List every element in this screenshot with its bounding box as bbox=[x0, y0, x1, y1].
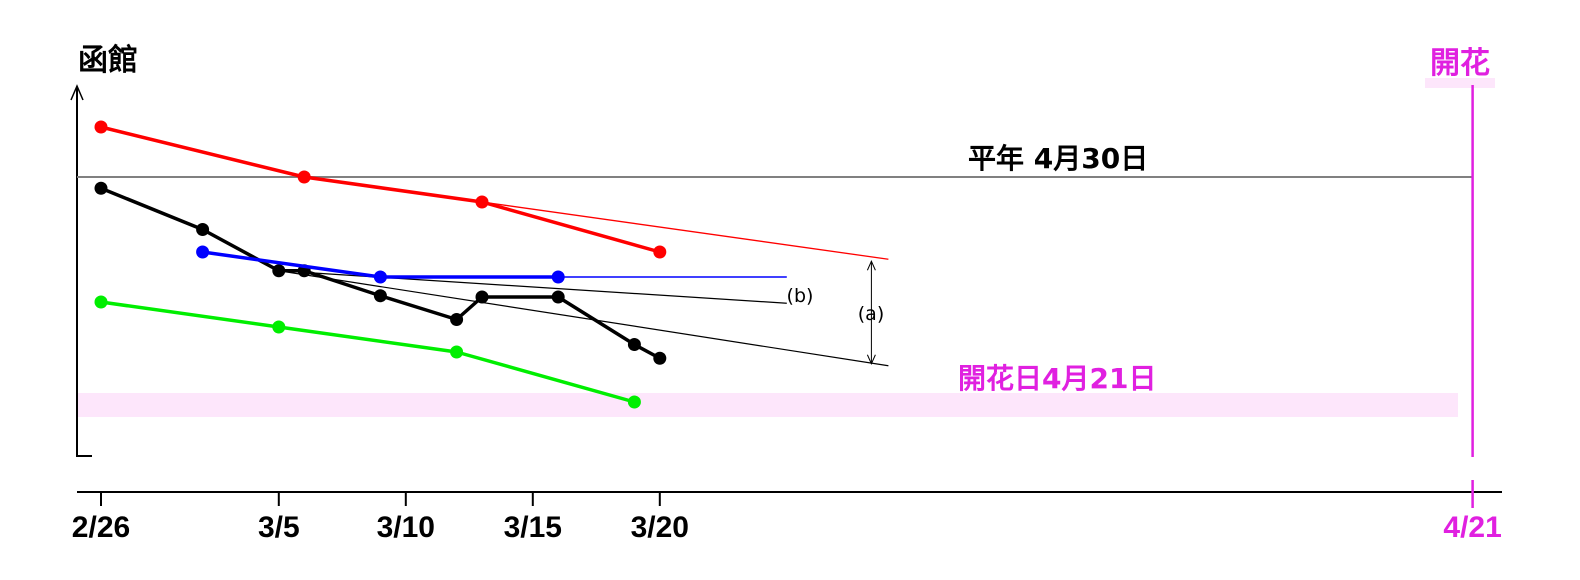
black-point-5 bbox=[373, 289, 387, 303]
normal-date-label: 平年 4月30日 bbox=[968, 142, 1148, 175]
black-point-2 bbox=[196, 223, 210, 236]
annotation-a: (a) bbox=[858, 303, 884, 325]
green-point-1 bbox=[94, 295, 108, 309]
bloom-band bbox=[78, 393, 1458, 417]
blue-point-2 bbox=[373, 270, 387, 284]
annotation-b: (b) bbox=[787, 285, 814, 307]
x-tick-label: 3/10 bbox=[377, 511, 435, 544]
chart-title: 函館 bbox=[78, 43, 138, 78]
x-tick-label-bloom: 4/21 bbox=[1443, 511, 1501, 544]
bloom-marker-highlight bbox=[1425, 78, 1495, 88]
bloom-marker-label: 開花 bbox=[1430, 46, 1490, 81]
black-point-1 bbox=[94, 181, 108, 195]
y-axis-arrow bbox=[70, 84, 84, 101]
black-point-3 bbox=[272, 264, 286, 278]
green-series-line bbox=[100, 300, 635, 404]
red-point-4 bbox=[653, 245, 667, 259]
blue-point-1 bbox=[196, 245, 210, 259]
black-point-6 bbox=[450, 313, 464, 326]
bloom-date-label: 開花日4月21日 bbox=[958, 362, 1156, 395]
black-point-10 bbox=[653, 351, 667, 365]
red-point-2 bbox=[297, 170, 311, 184]
black-point-7 bbox=[475, 290, 489, 304]
green-point-3 bbox=[450, 345, 464, 359]
red-point-3 bbox=[475, 195, 489, 209]
gap-arrow-head-bottom bbox=[866, 354, 876, 365]
red-point-1 bbox=[94, 120, 108, 134]
black-series-line bbox=[100, 186, 661, 360]
black-point-9 bbox=[627, 338, 641, 351]
black-trend-line-a bbox=[278, 270, 889, 367]
gap-arrow-head-top bbox=[866, 260, 876, 271]
green-point-4 bbox=[627, 395, 641, 409]
x-tick-label: 3/15 bbox=[504, 511, 562, 544]
blue-point-3 bbox=[551, 270, 565, 284]
red-series-line bbox=[100, 125, 661, 254]
green-point-2 bbox=[272, 320, 286, 334]
x-tick-label: 3/20 bbox=[631, 511, 689, 544]
x-tick-label: 2/26 bbox=[72, 511, 130, 544]
red-trend-line bbox=[481, 201, 889, 260]
black-point-8 bbox=[551, 290, 565, 304]
x-tick-label: 3/5 bbox=[258, 511, 300, 544]
